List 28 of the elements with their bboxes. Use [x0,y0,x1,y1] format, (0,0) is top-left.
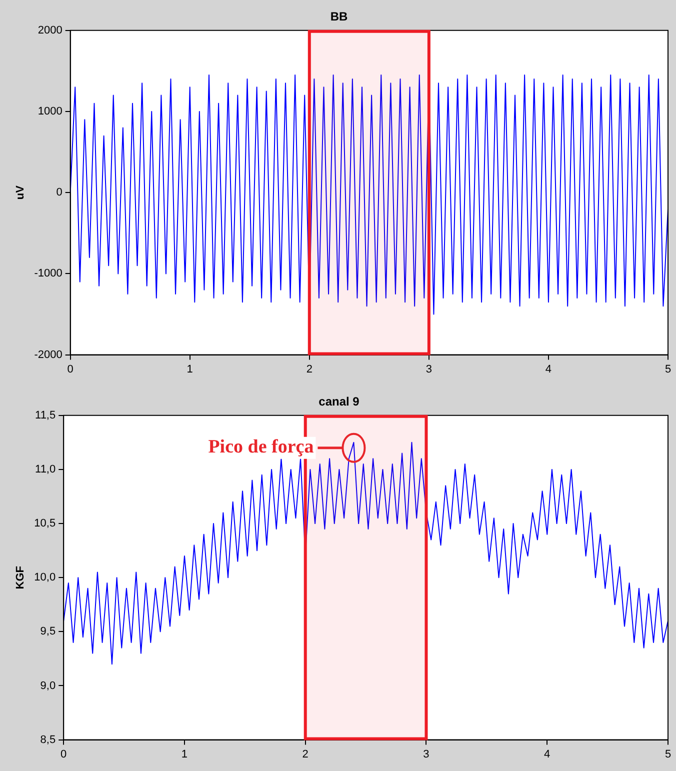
y-tick-label: 11,0 [35,464,56,476]
y-axis-title: uV [14,184,27,200]
x-tick-label: 1 [186,363,193,376]
y-tick-label: -1000 [34,268,62,280]
x-tick-label: 5 [664,748,672,760]
y-tick-label: 9,0 [40,680,56,692]
chart-title: canal 9 [318,394,360,409]
x-tick-label: 1 [181,748,188,760]
y-tick-label: 11,5 [35,409,56,422]
x-tick-label: 4 [545,363,552,376]
y-tick-label: 1000 [38,106,62,118]
y-tick-label: 2000 [38,24,62,36]
y-tick-label: 0 [56,186,62,199]
x-tick-label: 4 [544,748,550,760]
y-tick-label: 9,5 [40,626,56,638]
y-tick-label: -2000 [34,348,62,361]
chart-title: BB [330,10,348,24]
x-tick-label: 2 [306,363,312,376]
y-tick-label: 8,5 [40,734,56,746]
x-tick-label: 3 [426,363,432,376]
x-tick-label: 2 [302,748,308,760]
x-tick-label: 0 [67,363,74,376]
y-tick-label: 10,0 [34,572,56,584]
x-tick-label: 3 [423,748,430,760]
annotation: Pico de força [208,436,314,458]
x-tick-label: 5 [664,363,672,376]
y-tick-label: 10,5 [34,518,56,530]
y-axis-title: KGF [14,566,27,590]
